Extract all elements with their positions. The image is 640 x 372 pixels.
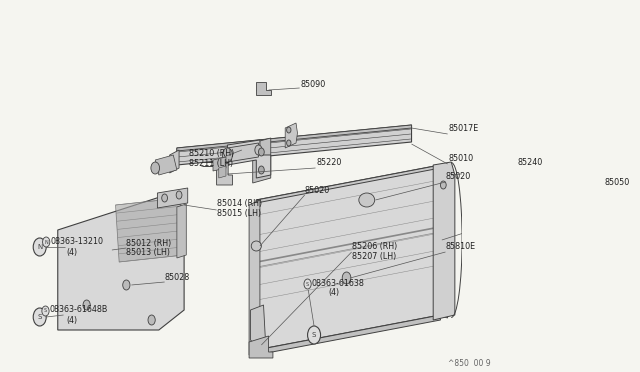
Text: 85810E: 85810E xyxy=(445,241,476,250)
Circle shape xyxy=(308,326,321,344)
Polygon shape xyxy=(170,150,179,173)
Text: 85240: 85240 xyxy=(518,157,543,167)
Polygon shape xyxy=(219,166,226,178)
Polygon shape xyxy=(256,165,440,350)
Text: 85015 (LH): 85015 (LH) xyxy=(216,208,260,218)
Polygon shape xyxy=(256,315,440,355)
Text: N: N xyxy=(44,240,48,244)
Text: 85012 (RH): 85012 (RH) xyxy=(126,238,172,247)
Text: 85013 (LH): 85013 (LH) xyxy=(126,248,170,257)
Circle shape xyxy=(151,162,159,174)
Text: 08363-13210: 08363-13210 xyxy=(51,237,104,246)
Polygon shape xyxy=(249,200,260,355)
Polygon shape xyxy=(216,163,232,185)
Text: 85050: 85050 xyxy=(604,177,630,186)
Text: S: S xyxy=(312,332,316,338)
Polygon shape xyxy=(213,157,226,171)
Text: 85090: 85090 xyxy=(300,80,326,89)
Text: S: S xyxy=(44,308,47,314)
Text: S: S xyxy=(306,282,309,286)
Circle shape xyxy=(148,315,156,325)
Polygon shape xyxy=(250,305,266,348)
Text: 85028: 85028 xyxy=(164,273,190,282)
Text: 85207 (LH): 85207 (LH) xyxy=(351,251,396,260)
Circle shape xyxy=(287,140,291,146)
Text: 85020: 85020 xyxy=(445,171,470,180)
Circle shape xyxy=(259,166,264,174)
Circle shape xyxy=(342,272,351,284)
Text: S: S xyxy=(38,314,42,320)
Ellipse shape xyxy=(252,241,261,251)
Polygon shape xyxy=(253,138,271,183)
Circle shape xyxy=(123,280,130,290)
Circle shape xyxy=(255,145,262,155)
Polygon shape xyxy=(227,140,271,178)
Text: (4): (4) xyxy=(328,289,340,298)
Circle shape xyxy=(33,308,46,326)
Polygon shape xyxy=(177,125,412,165)
Circle shape xyxy=(304,279,311,289)
Text: 85017E: 85017E xyxy=(449,124,479,132)
Circle shape xyxy=(42,306,49,316)
Text: N: N xyxy=(37,244,42,250)
Polygon shape xyxy=(433,162,455,320)
Circle shape xyxy=(33,238,46,256)
Polygon shape xyxy=(58,195,184,330)
Polygon shape xyxy=(157,188,188,208)
Circle shape xyxy=(83,300,90,310)
Text: 85211 (LH): 85211 (LH) xyxy=(189,158,234,167)
Text: (4): (4) xyxy=(67,247,77,257)
Circle shape xyxy=(176,191,182,199)
Text: 85210 (RH): 85210 (RH) xyxy=(189,148,234,157)
Text: 85014 (RH): 85014 (RH) xyxy=(216,199,262,208)
Polygon shape xyxy=(256,165,440,203)
Polygon shape xyxy=(437,165,447,318)
Polygon shape xyxy=(227,143,259,162)
Ellipse shape xyxy=(359,193,374,207)
Circle shape xyxy=(222,148,232,162)
Text: (4): (4) xyxy=(67,315,77,324)
Circle shape xyxy=(43,237,50,247)
Text: 85020: 85020 xyxy=(305,186,330,195)
Circle shape xyxy=(259,148,264,156)
Polygon shape xyxy=(177,204,186,258)
Circle shape xyxy=(162,194,168,202)
Circle shape xyxy=(440,181,446,189)
Circle shape xyxy=(287,127,291,133)
Text: ^850  00 9: ^850 00 9 xyxy=(447,359,490,368)
Text: 08363-61638: 08363-61638 xyxy=(312,279,365,288)
Text: 85010: 85010 xyxy=(449,154,474,163)
Text: 08363-61648B: 08363-61648B xyxy=(50,305,108,314)
Text: 85220: 85220 xyxy=(316,157,342,167)
Polygon shape xyxy=(285,123,298,148)
Polygon shape xyxy=(156,155,177,175)
Polygon shape xyxy=(249,336,273,358)
Text: 85206 (RH): 85206 (RH) xyxy=(351,241,397,250)
Polygon shape xyxy=(256,82,271,95)
Polygon shape xyxy=(115,198,184,262)
Polygon shape xyxy=(177,125,412,151)
